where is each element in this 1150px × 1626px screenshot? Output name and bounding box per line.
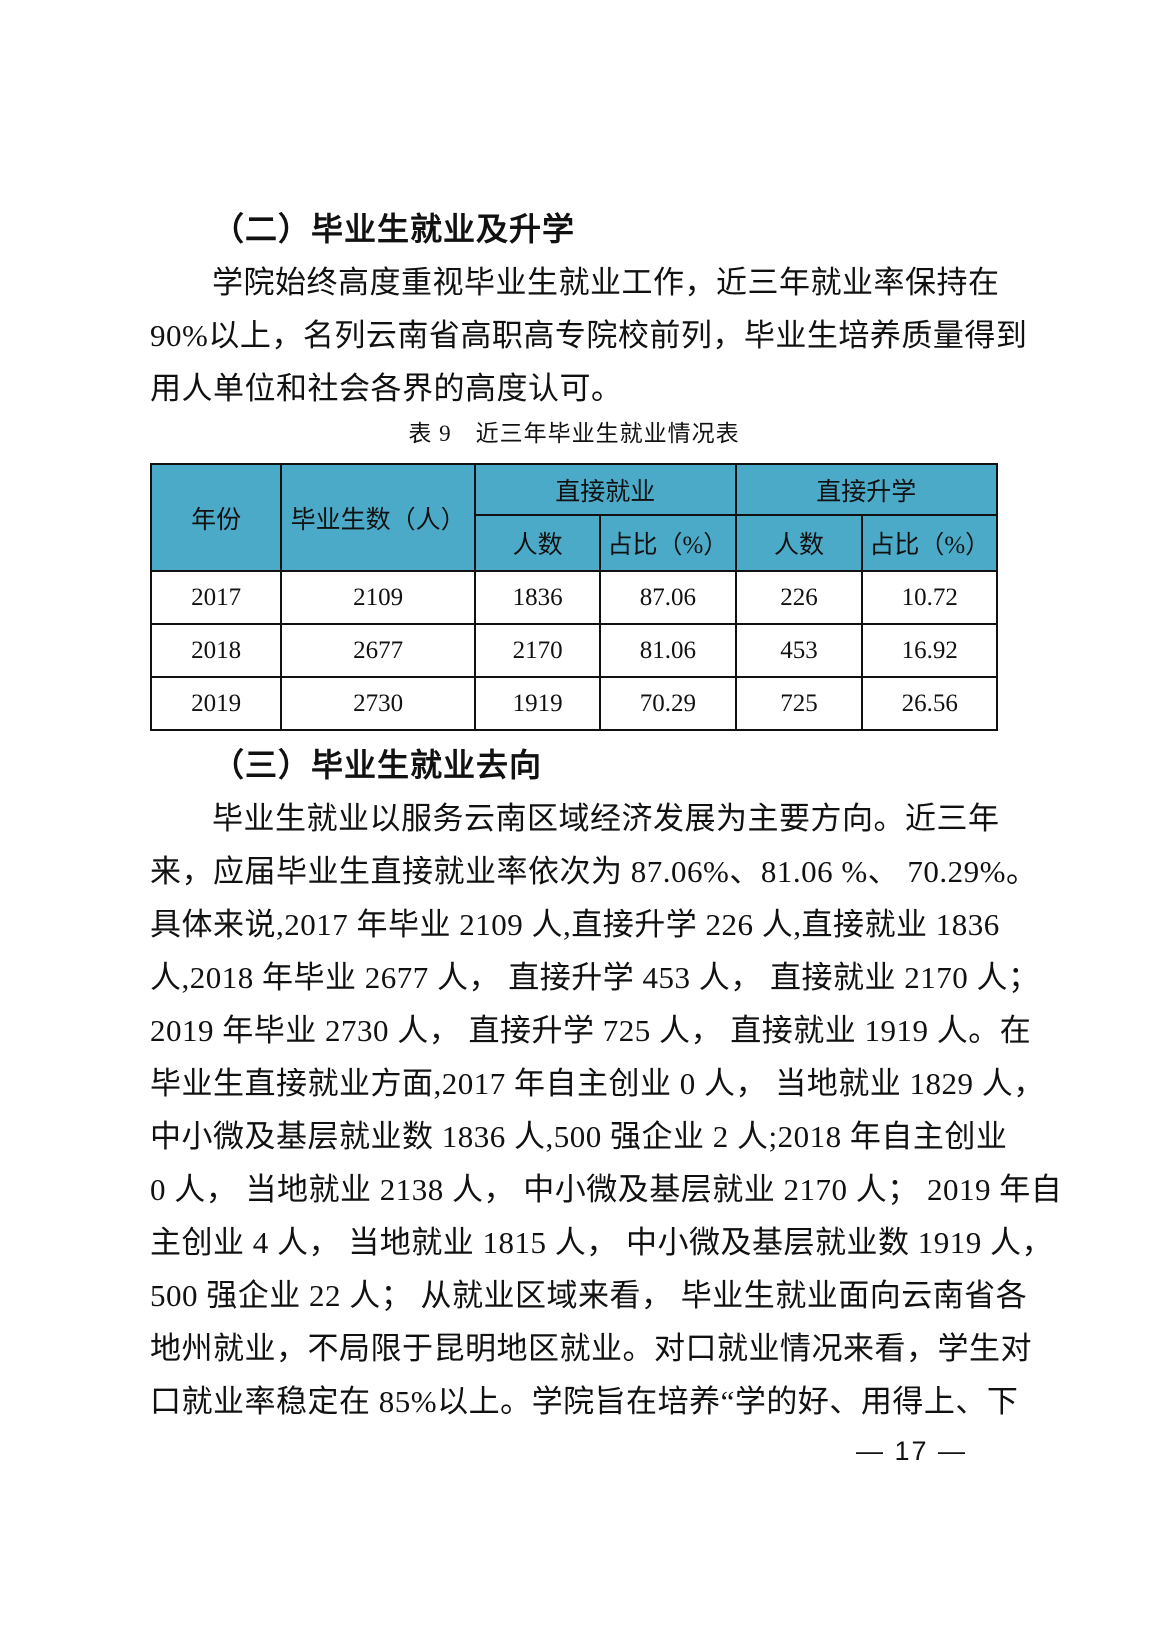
table-cell-employment-count: 2170 <box>473 623 602 678</box>
paragraph-line: 地州就业，不局限于昆明地区就业。对口就业情况来看，学生对 <box>150 1331 1032 1366</box>
paragraph-line: 主创业 4 人， 当地就业 1815 人， 中小微及基层就业数 1919 人， <box>150 1225 1053 1260</box>
table-cell-graduates: 2730 <box>280 676 476 731</box>
table-cell-year: 2019 <box>149 676 283 731</box>
paragraph-line: 中小微及基层就业数 1836 人,500 强企业 2 人;2018 年自主创业 <box>150 1119 1008 1154</box>
section-heading-destination: （三）毕业生就业去向 <box>212 747 543 783</box>
table-cell-study-ratio: 10.72 <box>861 570 998 625</box>
page-number: — 17 — <box>855 1436 967 1466</box>
paragraph-line: 学院始终高度重视毕业生就业工作，近三年就业率保持在 <box>212 265 1000 300</box>
paragraph-line: 2019 年毕业 2730 人， 直接升学 725 人， 直接就业 1919 人… <box>150 1013 1032 1048</box>
section-heading-employment: （二）毕业生就业及升学 <box>212 211 576 247</box>
paragraph-line: 人,2018 年毕业 2677 人， 直接升学 453 人， 直接就业 2170… <box>150 960 1040 995</box>
table-cell-study-count: 226 <box>734 570 864 625</box>
table-subheader-study-ratio: 占比（%） <box>861 514 998 572</box>
table-header-year: 年份 <box>149 463 283 572</box>
table-cell-graduates: 2109 <box>280 570 476 625</box>
paragraph-line: 500 强企业 22 人； 从就业区域来看， 毕业生就业面向云南省各 <box>150 1278 1028 1313</box>
paragraph-line: 用人单位和社会各界的高度认可。 <box>150 371 623 406</box>
table-cell-study-ratio: 16.92 <box>861 623 998 678</box>
table-subheader-employment-ratio: 占比（%） <box>599 514 737 572</box>
table-cell-employment-ratio: 81.06 <box>599 623 737 678</box>
table-cell-study-count: 725 <box>734 676 864 731</box>
paragraph-line: 毕业生就业以服务云南区域经济发展为主要方向。近三年 <box>212 801 1000 836</box>
paragraph-line: 毕业生直接就业方面,2017 年自主创业 0 人， 当地就业 1829 人， <box>150 1066 1045 1101</box>
table-caption: 表 9 近三年毕业生就业情况表 <box>408 421 740 446</box>
table-header-graduates: 毕业生数（人） <box>280 463 476 572</box>
table-subheader-study-count: 人数 <box>734 514 864 572</box>
table-row: 2019 2730 1919 70.29 725 26.56 <box>149 676 998 731</box>
paragraph-line: 具体来说,2017 年毕业 2109 人,直接升学 226 人,直接就业 183… <box>150 907 1000 942</box>
employment-table: 年份 毕业生数（人） 直接就业 直接升学 人数 占比（%） 人数 占比（%） 2… <box>149 463 999 731</box>
table-subheader-employment-count: 人数 <box>473 514 602 572</box>
table-header-further-study: 直接升学 <box>734 463 999 516</box>
table-cell-employment-ratio: 70.29 <box>599 676 737 731</box>
paragraph-employment-overview: 学院始终高度重视毕业生就业工作，近三年就业率保持在 90%以上，名列云南省高职高… <box>150 256 1028 415</box>
table-cell-employment-count: 1919 <box>473 676 602 731</box>
table-header-direct-employment: 直接就业 <box>474 463 737 516</box>
paragraph-line: 来，应届毕业生直接就业率依次为 87.06%、81.06 %、 70.29%。 <box>150 854 1038 889</box>
table-cell-employment-ratio: 87.06 <box>599 570 737 625</box>
table-row: 2017 2109 1836 87.06 226 10.72 <box>149 570 998 625</box>
paragraph-destination: 毕业生就业以服务云南区域经济发展为主要方向。近三年 来，应届毕业生直接就业率依次… <box>150 792 1063 1428</box>
paragraph-line: 口就业率稳定在 85%以上。学院旨在培养“学的好、用得上、下 <box>150 1384 1019 1419</box>
table-row: 2018 2677 2170 81.06 453 16.92 <box>149 623 998 678</box>
table-cell-year: 2017 <box>149 570 283 625</box>
table-cell-employment-count: 1836 <box>473 570 602 625</box>
page-content: （二）毕业生就业及升学 学院始终高度重视毕业生就业工作，近三年就业率保持在 90… <box>149 0 1063 1428</box>
table-cell-study-count: 453 <box>734 623 864 678</box>
paragraph-line: 0 人， 当地就业 2138 人， 中小微及基层就业 2170 人； 2019 … <box>150 1172 1063 1207</box>
paragraph-line: 90%以上，名列云南省高职高专院校前列，毕业生培养质量得到 <box>150 318 1028 353</box>
table-cell-study-ratio: 26.56 <box>861 676 998 731</box>
table-cell-year: 2018 <box>149 623 283 678</box>
table-cell-graduates: 2677 <box>280 623 476 678</box>
